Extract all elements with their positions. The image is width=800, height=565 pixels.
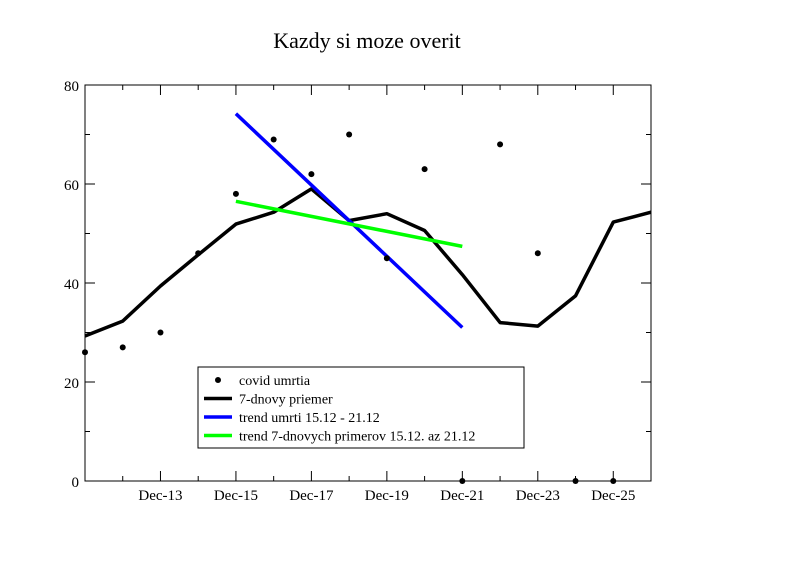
legend-label: 7-dnovy priemer: [239, 393, 333, 408]
data-point: [119, 344, 126, 351]
legend: covid umrtia 7-dnovy priemer trend umrti 1…: [197, 366, 525, 449]
x-tick-label: Dec-19: [365, 488, 409, 504]
series-line-2: [234, 112, 464, 329]
y-tick-label: 0: [72, 475, 80, 491]
legend-box: [197, 366, 525, 449]
data-point: [195, 250, 202, 257]
series-points: [82, 131, 617, 484]
data-point: [82, 349, 88, 356]
data-point: [346, 131, 353, 138]
data-point: [383, 255, 390, 262]
data-point: [270, 136, 277, 143]
data-point: [534, 250, 541, 257]
x-tick-label: Dec-23: [516, 488, 560, 504]
legend-swatch: [215, 377, 221, 383]
y-tick-label: 80: [64, 79, 79, 95]
chart-title: Kazdy si moze overit: [273, 28, 461, 53]
series-line-1: [84, 187, 652, 338]
data-point: [157, 329, 164, 336]
data-point: [572, 478, 579, 484]
axes: 0 20 40 60 80 Dec-13 Dec-15 Dec-17 Dec-19 Dec-21 D…: [64, 79, 652, 504]
series-lines: [84, 112, 652, 338]
data-point: [459, 478, 466, 484]
y-tick-label: 60: [64, 178, 79, 194]
data-point: [610, 478, 617, 484]
x-tick-label: Dec-25: [591, 488, 635, 504]
x-tick-label: Dec-17: [289, 488, 334, 504]
data-point: [232, 190, 239, 197]
x-tick-label: Dec-15: [214, 488, 258, 504]
legend-label: trend umrti 15.12 - 21.12: [239, 411, 380, 426]
x-tick-label: Dec-21: [440, 488, 484, 504]
data-point: [497, 141, 504, 148]
x-tick-label: Dec-13: [138, 488, 182, 504]
data-point: [308, 171, 315, 178]
y-tick-label: 20: [64, 376, 79, 392]
data-point: [421, 166, 428, 173]
legend-label: trend 7-dnovych primerov 15.12. az 21.12: [239, 430, 475, 445]
y-tick-label: 40: [64, 277, 79, 293]
legend-label: covid umrtia: [239, 374, 311, 389]
series-line-3: [235, 199, 463, 249]
